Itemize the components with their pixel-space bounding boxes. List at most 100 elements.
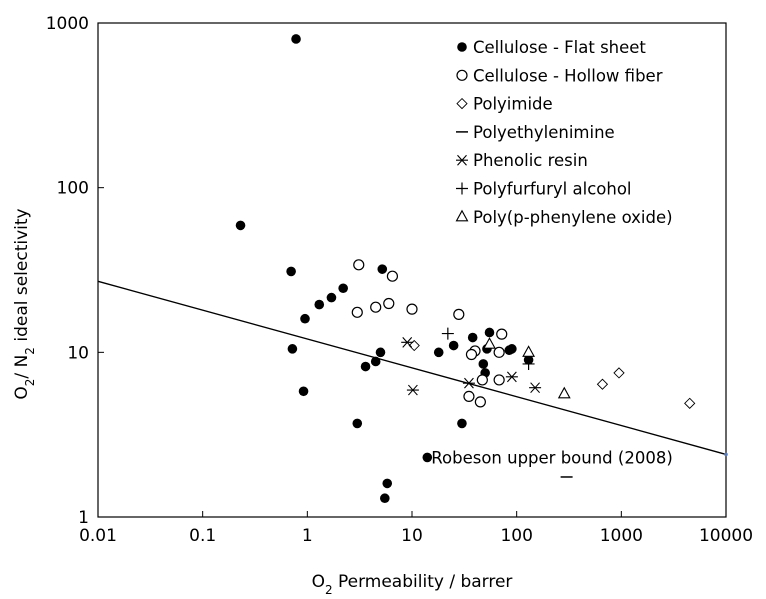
data-point xyxy=(476,374,488,386)
legend-label: Cellulose - Hollow fiber xyxy=(473,66,663,85)
x-tick-label: 0.01 xyxy=(79,526,117,546)
x-tick-label: 10 xyxy=(401,526,423,546)
y-tick-label: 100 xyxy=(57,179,89,199)
data-point xyxy=(596,378,609,390)
data-point xyxy=(613,367,625,379)
data-point xyxy=(338,283,348,294)
data-point xyxy=(380,493,390,504)
data-point xyxy=(474,396,486,408)
data-point xyxy=(483,337,496,349)
legend-marker xyxy=(456,97,468,110)
upper-bound-end-marker xyxy=(724,452,728,457)
data-point xyxy=(505,371,518,383)
data-point xyxy=(467,332,478,343)
legend-label: Polyfurfuryl alcohol xyxy=(473,180,632,199)
series-polyimide xyxy=(408,339,696,409)
legend-label: Cellulose - Flat sheet xyxy=(473,38,646,57)
data-point xyxy=(557,386,571,399)
x-axis: 0.01 0.1 1 10 100 1000 10000 xyxy=(79,511,753,546)
legend-marker xyxy=(457,42,467,52)
data-point xyxy=(401,336,414,348)
data-point xyxy=(406,384,419,396)
data-point xyxy=(351,306,363,318)
legend-label: Polyethylenimine xyxy=(473,123,615,142)
data-point xyxy=(448,340,459,351)
data-point xyxy=(462,377,475,389)
legend-item: Poly(p-phenylene oxide) xyxy=(455,208,673,227)
data-point xyxy=(522,357,535,370)
x-axis-title: O2 Permeability / barrer xyxy=(312,572,513,597)
legend-marker xyxy=(456,182,468,195)
data-point xyxy=(441,327,454,340)
legend-label: Poly(p-phenylene oxide) xyxy=(473,208,673,227)
legend-item: Polyimide xyxy=(456,95,553,114)
data-point xyxy=(453,308,465,320)
data-point xyxy=(353,259,365,271)
data-point xyxy=(484,327,495,338)
y-tick-label: 1000 xyxy=(46,14,89,34)
data-point xyxy=(522,345,536,357)
data-point xyxy=(360,361,371,372)
data-point xyxy=(386,270,399,282)
legend-label: Polyimide xyxy=(473,95,553,114)
legend-item: Polyfurfuryl alcohol xyxy=(456,180,632,199)
series-poly-p-phenylene-oxide xyxy=(483,337,571,399)
legend-item: Phenolic resin xyxy=(456,151,588,170)
data-point xyxy=(352,418,363,429)
x-tick-label: 0.1 xyxy=(189,526,216,546)
y-tick-label: 10 xyxy=(67,343,89,363)
legend-marker xyxy=(456,69,468,81)
series-polyfurfuryl-alcohol xyxy=(441,327,535,370)
y-tick-label: 1 xyxy=(78,508,89,528)
legend-marker xyxy=(456,154,468,166)
data-point xyxy=(433,347,444,358)
data-point xyxy=(235,220,246,231)
data-point xyxy=(291,34,301,44)
data-point xyxy=(370,301,382,313)
data-point xyxy=(314,299,325,310)
y-axis-title: O2/ N2 ideal selectivity xyxy=(12,208,37,399)
series-cellulose-hollow-fiber xyxy=(351,259,508,408)
data-point xyxy=(493,346,505,358)
legend-item: Cellulose - Hollow fiber xyxy=(456,66,663,85)
data-point xyxy=(529,382,542,394)
data-point xyxy=(287,344,298,354)
data-point xyxy=(382,478,393,489)
legend: Cellulose - Flat sheet Cellulose - Hollow… xyxy=(455,38,673,227)
upper-bound-label-dot xyxy=(422,452,433,463)
data-point xyxy=(463,390,475,402)
legend-item: Cellulose - Flat sheet xyxy=(457,38,646,57)
legend-marker xyxy=(455,209,469,222)
data-point xyxy=(493,374,505,386)
data-marks xyxy=(235,34,696,504)
legend-label: Phenolic resin xyxy=(473,151,588,170)
data-point xyxy=(300,313,310,324)
data-point xyxy=(408,339,420,352)
data-point xyxy=(286,266,296,277)
y-axis: 1 10 100 1000 xyxy=(46,14,104,528)
series-cellulose-flat-sheet xyxy=(235,34,534,504)
upper-bound-line xyxy=(97,280,727,456)
data-point xyxy=(377,264,388,274)
data-point xyxy=(370,356,381,367)
data-point xyxy=(504,345,515,356)
data-point xyxy=(326,292,337,303)
series-phenolic-resin xyxy=(401,336,542,396)
legend-item: Polyethylenimine xyxy=(456,123,615,142)
x-tick-label: 1000 xyxy=(600,526,643,546)
upper-bound-line-group xyxy=(97,280,728,457)
data-point xyxy=(465,348,478,361)
data-point xyxy=(457,418,467,429)
x-tick-label: 10000 xyxy=(699,526,753,546)
data-point xyxy=(478,359,489,369)
data-point xyxy=(496,328,508,340)
data-point xyxy=(375,347,386,358)
x-tick-label: 100 xyxy=(500,526,532,546)
data-point xyxy=(684,397,696,409)
data-point xyxy=(298,386,309,397)
plot-border xyxy=(97,22,727,518)
x-tick-label: 1 xyxy=(302,526,313,546)
data-point xyxy=(406,303,418,315)
data-point xyxy=(383,297,395,310)
